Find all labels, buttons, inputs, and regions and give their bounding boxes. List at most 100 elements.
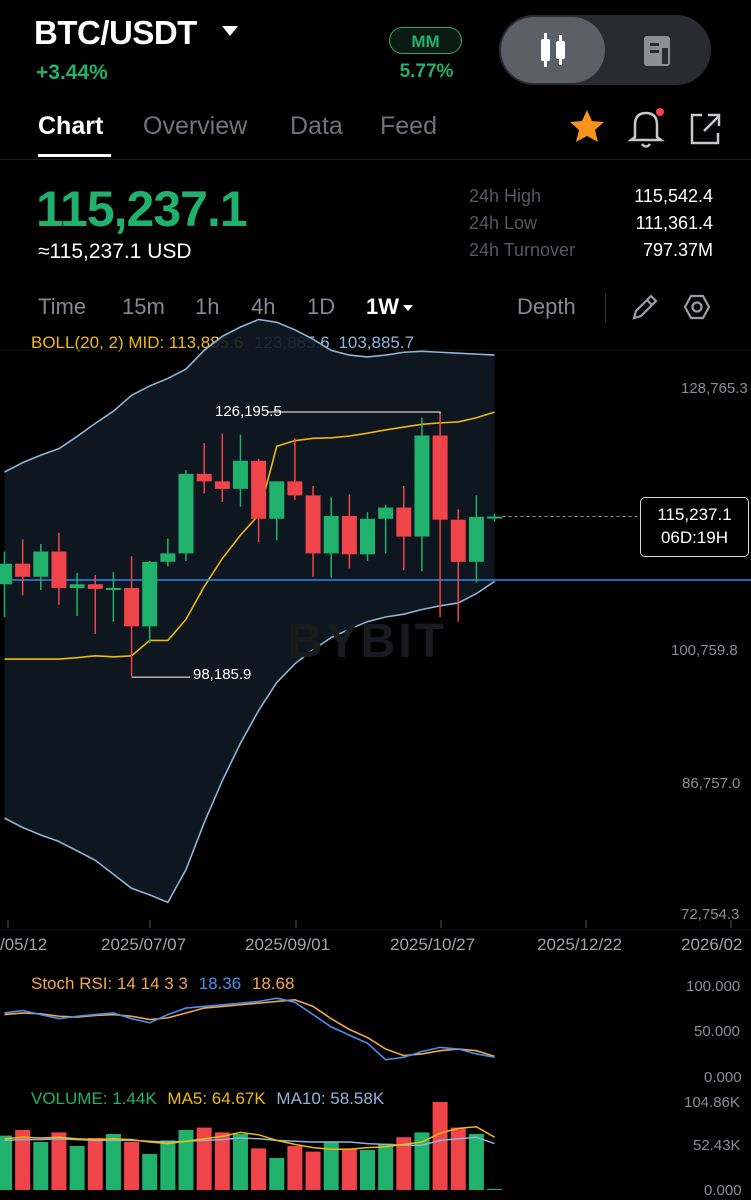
chart-view-button[interactable] xyxy=(501,17,605,83)
stat-high-label: 24h High xyxy=(469,186,542,206)
candle-countdown: 06D:19H xyxy=(660,528,729,547)
stoch-d-line xyxy=(4,999,495,1058)
boll-lower-line xyxy=(4,580,495,904)
star-icon[interactable] xyxy=(570,110,604,142)
candle-body-25 xyxy=(450,519,466,562)
timeframe-4h[interactable]: 4h xyxy=(251,294,276,319)
candle-body-18 xyxy=(323,515,339,554)
candle-body-15 xyxy=(269,481,285,519)
volume-bar-22 xyxy=(396,1137,412,1190)
volume-bar-13 xyxy=(232,1134,248,1190)
volume-ma10-line xyxy=(4,1136,495,1146)
last-price-tag[interactable]: 115,237.1 06D:19H xyxy=(640,497,749,557)
candle-body-6 xyxy=(105,588,121,591)
stat-high-value: 115,542.4 xyxy=(634,186,713,206)
timeframe-time[interactable]: Time xyxy=(38,294,87,319)
tab-feed[interactable]: Feed xyxy=(380,112,437,140)
volume-bar-0 xyxy=(0,1135,12,1190)
volume-bar-6 xyxy=(105,1134,121,1190)
tab-overview[interactable]: Overview xyxy=(143,112,248,140)
pair-title[interactable]: BTC/USDT xyxy=(34,14,197,51)
stoch-tick-0: 100.000 xyxy=(686,978,741,995)
bell-icon[interactable] xyxy=(627,111,665,148)
boll-lower: 103,885.7 xyxy=(338,333,415,352)
volume-tick-1: 52.43K xyxy=(693,1137,741,1154)
volume-bar-9 xyxy=(160,1140,176,1190)
boll-mid: BOLL(20, 2) MID: 113,885.6 xyxy=(31,333,244,352)
mm-value: 5.77% xyxy=(399,61,454,82)
volume-bar-23 xyxy=(414,1132,430,1190)
toolbar-divider xyxy=(605,293,606,323)
low-annotation: 98,185.9 xyxy=(193,666,252,683)
x-tick-4: 2025/12/22 xyxy=(537,935,623,954)
volume-bar-16 xyxy=(287,1146,303,1190)
stoch-legend: Stoch RSI: 14 14 3 3 18.36 18.68 xyxy=(31,974,294,994)
volume-ma10: MA10: 58.58K xyxy=(276,1089,385,1108)
volume-legend: VOLUME: 1.44K MA5: 64.67K MA10: 58.58K xyxy=(31,1089,384,1109)
volume-bar-2 xyxy=(33,1142,49,1190)
volume-bar-10 xyxy=(178,1130,194,1190)
x-tick-3: 2025/10/27 xyxy=(390,935,476,954)
volume-bar-25 xyxy=(450,1127,466,1190)
volume-bar-3 xyxy=(51,1132,67,1190)
volume-bar-14 xyxy=(251,1148,267,1190)
candle-body-4 xyxy=(69,584,85,589)
stat-low-label: 24h Low xyxy=(469,213,538,233)
tab-chart[interactable]: Chart xyxy=(38,112,104,140)
hexagon-settings-icon[interactable] xyxy=(683,294,711,320)
x-tick-2: 2025/09/01 xyxy=(245,935,331,954)
candle-body-12 xyxy=(214,481,230,489)
stoch-tick-2: 0.000 xyxy=(704,1069,742,1086)
boll-band-fill xyxy=(4,319,495,903)
x-tick-1: 2025/07/07 xyxy=(101,935,187,954)
timeframe-1d[interactable]: 1D xyxy=(307,294,336,319)
volume-ma5-line xyxy=(4,1126,495,1150)
high-annotation: 126,195.5 xyxy=(215,403,282,420)
depth-button[interactable]: Depth xyxy=(517,294,576,319)
y-tick-2: 86,757.0 xyxy=(682,775,741,792)
volume-bar-26 xyxy=(468,1134,484,1190)
candle-body-24 xyxy=(432,435,448,520)
candle-body-5 xyxy=(87,584,103,589)
stat-turnover-label: 24h Turnover xyxy=(469,240,576,260)
volume-bar-20 xyxy=(360,1150,375,1190)
candle-body-7 xyxy=(124,588,140,627)
candle-body-21 xyxy=(378,507,394,519)
y-tick-0: 128,765.3 xyxy=(681,380,748,397)
candle-body-22 xyxy=(396,507,412,537)
mm-badge[interactable]: MM xyxy=(389,27,462,54)
stat-turnover-value: 797.37M xyxy=(642,240,713,260)
candle-body-14 xyxy=(251,460,267,519)
stoch-k-line xyxy=(4,997,495,1061)
share-icon[interactable] xyxy=(690,113,721,145)
candle-body-2 xyxy=(33,551,49,577)
timeframe-15m[interactable]: 15m xyxy=(122,294,165,319)
candle-body-1 xyxy=(15,563,31,577)
volume-bar-11 xyxy=(196,1127,212,1190)
bybit-watermark: BYBIT xyxy=(288,615,447,668)
candle-body-10 xyxy=(178,473,194,554)
candle-body-17 xyxy=(305,495,321,554)
caret-down-icon[interactable] xyxy=(222,26,238,36)
pencil-icon[interactable] xyxy=(632,294,658,320)
info-view-button[interactable] xyxy=(606,17,710,83)
candlestick-icon xyxy=(541,33,565,67)
volume-tick-0: 104.86K xyxy=(684,1094,740,1111)
high-annotation-line xyxy=(268,411,441,415)
timeframe-1h[interactable]: 1h xyxy=(195,294,220,319)
y-tick-1: 100,759.8 xyxy=(671,642,738,659)
volume-bar-5 xyxy=(87,1138,103,1190)
tab-data[interactable]: Data xyxy=(290,112,343,140)
timeframe-1w[interactable]: 1W xyxy=(366,294,399,319)
candle-body-0 xyxy=(0,563,12,585)
timeframe-caret-icon[interactable] xyxy=(403,305,413,311)
stoch-label: Stoch RSI: 14 14 3 3 xyxy=(31,974,188,993)
stoch-k-value: 18.36 xyxy=(198,974,242,993)
candle-body-26 xyxy=(468,516,484,562)
boll-mid-line xyxy=(4,411,495,660)
candle-body-8 xyxy=(142,561,158,627)
volume-bar-19 xyxy=(341,1148,357,1190)
boll-upper-line xyxy=(4,318,495,473)
candle-body-27 xyxy=(487,516,503,519)
